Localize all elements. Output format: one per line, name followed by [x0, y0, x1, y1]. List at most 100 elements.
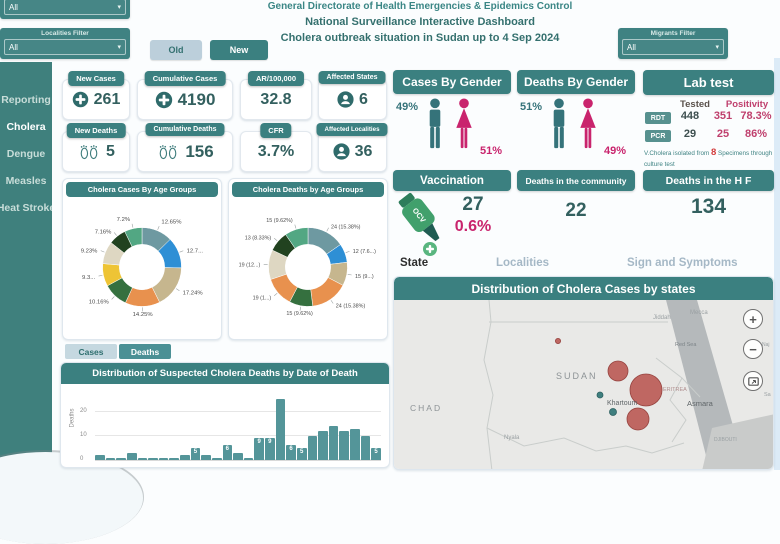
lab-note: V.Cholera isolated from 8 Specimens thro… — [644, 146, 776, 170]
bar[interactable] — [169, 458, 179, 460]
bar[interactable] — [361, 436, 371, 460]
donut-label: 14.25% — [133, 312, 154, 318]
donut-label: 12 (7.6...) — [353, 249, 376, 255]
bar[interactable] — [308, 436, 318, 460]
donut-label: 12.7... — [187, 248, 204, 254]
deaths-male-percent: 51% — [520, 101, 542, 113]
donut-label: 10.16% — [89, 299, 110, 305]
cases-bubble[interactable] — [555, 338, 560, 343]
map-label: Red Sea — [675, 342, 697, 348]
bar[interactable] — [318, 431, 328, 460]
map-zoom-out-button[interactable]: − — [743, 339, 763, 359]
hf-deaths-value: 134 — [643, 195, 774, 219]
donut-label: 24 (15.38%) — [331, 224, 361, 230]
bar[interactable] — [276, 399, 286, 460]
bar[interactable] — [212, 458, 222, 460]
bar[interactable] — [244, 458, 254, 460]
bar[interactable]: 6 — [286, 445, 296, 460]
tab-sign-and-symptoms[interactable]: Sign and Symptoms — [627, 257, 738, 269]
plus-circle-icon — [72, 91, 89, 108]
donut-label: 9.3... — [82, 275, 95, 281]
sidebar-item-measles[interactable]: Measles — [0, 175, 52, 187]
y-tick-label: 0 — [80, 456, 83, 462]
deaths-female-percent: 49% — [604, 145, 626, 157]
bar[interactable]: 9 — [265, 438, 275, 460]
tab-deaths[interactable]: Deaths — [119, 344, 171, 359]
bar[interactable]: 6 — [223, 445, 233, 460]
cases-bubble[interactable] — [608, 361, 628, 381]
deaths-by-date-title: Distribution of Suspected Cholera Deaths… — [61, 363, 389, 384]
bar[interactable] — [350, 429, 360, 461]
sidebar-item-heat-stroke[interactable]: Heat Stroke — [0, 202, 52, 214]
lab-row-rdt-badge: RDT — [645, 112, 671, 124]
tab-cases[interactable]: Cases — [65, 344, 117, 359]
bar[interactable] — [180, 455, 190, 460]
donut-label: 15 (9...) — [355, 274, 374, 280]
kpi-title-affected-states: Affected States — [319, 71, 386, 84]
migrants-filter[interactable]: Migrants Filter All▾ — [618, 28, 728, 59]
bar[interactable] — [127, 453, 137, 460]
male-icon — [548, 98, 570, 152]
map-zoom-in-button[interactable]: + — [743, 309, 763, 329]
kpi-card-affected-localities: 36 — [318, 131, 387, 172]
sidebar-item-reporting[interactable]: Reporting — [0, 94, 52, 106]
map-label: SUDAN — [556, 371, 598, 381]
bar-value-label: 9 — [254, 439, 264, 445]
bar-value-label: 6 — [286, 446, 296, 452]
cases-bubble[interactable] — [627, 408, 649, 430]
male-icon — [424, 98, 446, 152]
kpi-value-cfr: 3.7% — [258, 143, 294, 161]
bar[interactable] — [329, 426, 339, 460]
donut-label: 9.23% — [81, 248, 98, 254]
lab-pcr-tested: 29 — [672, 128, 708, 140]
kpi-value-affected-states: 6 — [359, 91, 368, 109]
bar[interactable]: 5 — [297, 448, 307, 460]
kpi-title-new-deaths: New Deaths — [67, 123, 126, 138]
kpi-value-cumulative-deaths: 156 — [185, 142, 213, 162]
donut-label: 7.2% — [117, 217, 131, 223]
localities-filter-value: All — [9, 43, 18, 52]
bar[interactable]: 5 — [191, 448, 201, 460]
bar[interactable] — [339, 431, 349, 460]
bar[interactable] — [233, 453, 243, 460]
disease-sidebar: Reporting Cholera Dengue Measles Heat St… — [0, 62, 52, 470]
sidebar-item-cholera[interactable]: Cholera — [0, 121, 52, 133]
tab-state[interactable]: State — [400, 257, 428, 269]
lab-pcr-positivity: 86% — [738, 128, 774, 140]
donut-label: 15 (9.62%) — [266, 218, 293, 224]
cases-age-title: Cholera Cases By Age Groups — [66, 182, 218, 197]
bar-value-label: 6 — [223, 446, 233, 452]
title-line-1: General Directorate of Health Emergencie… — [230, 0, 610, 14]
footprints-icon — [156, 143, 180, 160]
bar[interactable] — [201, 455, 211, 460]
female-icon — [452, 98, 476, 152]
cases-age-donut: 12.65%12.7...17.24%14.25%10.16%9.3...9.2… — [63, 197, 221, 337]
map-fit-screen-button[interactable] — [743, 371, 763, 391]
chevron-down-icon: ▾ — [715, 43, 719, 51]
sidebar-item-dengue[interactable]: Dengue — [0, 148, 52, 160]
bar[interactable] — [95, 455, 105, 460]
person-pin-icon — [333, 143, 350, 160]
tab-localities[interactable]: Localities — [496, 257, 549, 269]
bar[interactable] — [148, 458, 158, 460]
localities-filter[interactable]: Localities Filter All▾ — [0, 28, 130, 59]
bar[interactable]: 5 — [371, 448, 381, 460]
locality-dot[interactable] — [597, 392, 603, 398]
bar[interactable]: 9 — [254, 438, 264, 460]
bar[interactable] — [138, 458, 148, 460]
lab-rdt-tested: 448 — [672, 110, 708, 122]
old-button[interactable]: Old — [150, 40, 202, 60]
kpi-value-cumulative-cases: 4190 — [178, 90, 216, 110]
states-filter[interactable]: States Filter All▾ — [0, 0, 130, 19]
locality-dot[interactable] — [610, 409, 617, 416]
person-pin-icon — [337, 91, 354, 108]
bar[interactable] — [116, 458, 126, 460]
kpi-title-affected-localities: Affected Localities — [316, 123, 387, 136]
bar[interactable] — [106, 458, 116, 460]
kpi-card-affected-states: 6 — [318, 79, 387, 120]
bar[interactable] — [159, 458, 169, 460]
bar-value-label: 5 — [191, 449, 201, 455]
kpi-card-cumulative-deaths: 156 — [137, 131, 233, 172]
